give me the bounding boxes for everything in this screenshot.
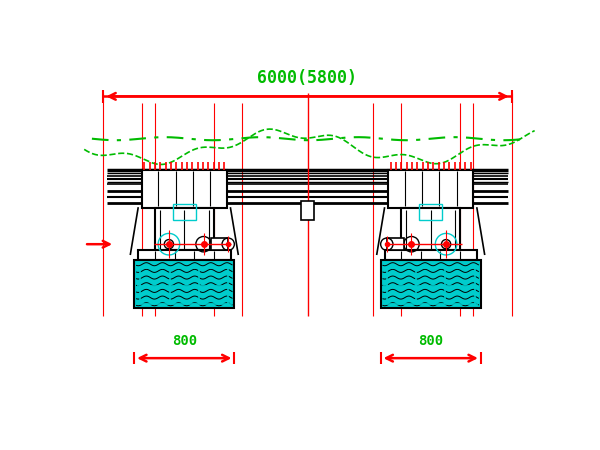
Bar	[142, 170, 227, 208]
Bar	[387, 238, 404, 250]
Bar	[388, 170, 473, 208]
Bar	[380, 261, 481, 308]
Bar	[301, 201, 314, 220]
Bar	[385, 250, 477, 261]
Bar	[419, 204, 442, 220]
Bar	[211, 238, 228, 250]
Bar	[401, 208, 460, 250]
Bar	[173, 204, 196, 220]
Text: 6000(5800): 6000(5800)	[257, 69, 358, 87]
Text: 800: 800	[172, 334, 197, 348]
Bar	[155, 208, 214, 250]
Bar	[134, 261, 235, 308]
Bar	[138, 250, 230, 261]
Text: 800: 800	[418, 334, 443, 348]
